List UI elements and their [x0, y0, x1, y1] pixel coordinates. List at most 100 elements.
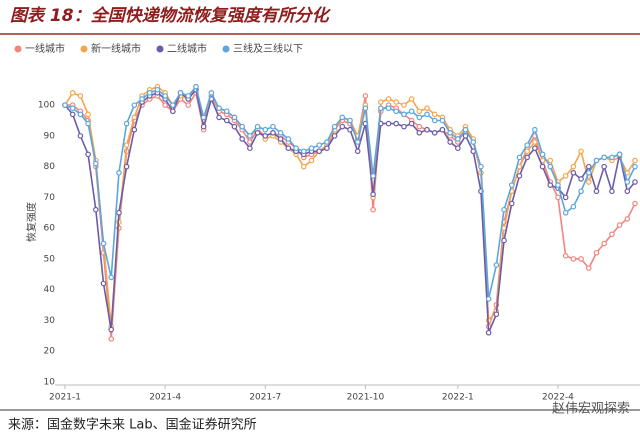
point: [139, 96, 145, 102]
point: [354, 139, 361, 145]
point: [593, 157, 600, 164]
point: [401, 123, 407, 130]
point: [439, 117, 446, 124]
x-tick-label: 2021-7: [249, 393, 281, 403]
point: [524, 148, 530, 155]
point: [108, 326, 115, 333]
point: [339, 114, 346, 121]
legend-marker: [222, 45, 230, 53]
point: [593, 249, 600, 256]
x-tick-label: 2022-1: [442, 393, 474, 403]
point: [562, 194, 569, 201]
point: [532, 139, 538, 145]
point: [470, 139, 477, 145]
x-tick-label: 2021-10: [347, 393, 385, 403]
point: [254, 130, 261, 136]
point: [447, 139, 453, 145]
point: [362, 105, 369, 112]
point: [100, 280, 107, 287]
point: [431, 117, 438, 124]
legend-label: 一线城市: [25, 42, 65, 55]
chart-title: 图表 18：全国快递物流恢复强度有所分化: [10, 6, 332, 26]
point: [85, 151, 91, 158]
point: [416, 108, 423, 115]
point: [270, 130, 276, 136]
point: [609, 154, 615, 161]
point: [285, 136, 292, 142]
point: [555, 194, 561, 201]
watermark: 赵伟宏观探索: [552, 402, 630, 417]
point: [601, 240, 607, 247]
y-tick-label: 50: [44, 254, 56, 264]
point: [508, 200, 515, 207]
point: [609, 188, 615, 195]
point: [170, 108, 176, 115]
point: [300, 163, 307, 170]
point: [516, 154, 523, 161]
point: [501, 206, 507, 213]
point: [378, 105, 384, 112]
point: [370, 173, 376, 179]
point: [339, 123, 346, 130]
x-tick-label: 2021-4: [149, 393, 181, 403]
point: [524, 154, 530, 161]
point: [493, 311, 500, 318]
point: [385, 120, 392, 127]
point: [408, 120, 415, 127]
point: [247, 145, 253, 151]
point: [316, 148, 322, 155]
point: [416, 123, 423, 130]
point: [277, 136, 284, 142]
point: [108, 274, 115, 281]
point: [393, 120, 400, 127]
point: [77, 111, 84, 118]
point: [539, 163, 546, 170]
point: [401, 111, 407, 118]
point: [85, 120, 91, 127]
point: [547, 163, 554, 170]
point: [416, 130, 423, 136]
point: [231, 114, 238, 121]
point: [532, 126, 538, 133]
point: [69, 105, 76, 112]
point: [324, 139, 330, 145]
x-tick-label: 2022-4: [542, 393, 574, 403]
y-tick-label: 100: [38, 101, 55, 111]
point: [462, 126, 469, 133]
legend-marker: [80, 45, 88, 53]
point: [385, 105, 392, 112]
point: [131, 102, 138, 108]
point: [354, 148, 361, 155]
point: [555, 182, 561, 188]
point: [462, 133, 469, 139]
point: [431, 111, 438, 118]
y-tick-label: 40: [44, 285, 56, 295]
legend-label: 二线城市: [167, 42, 207, 55]
point: [393, 99, 400, 105]
point: [470, 148, 477, 155]
point: [570, 163, 577, 170]
point: [508, 182, 515, 188]
point: [270, 123, 276, 130]
point: [316, 142, 322, 148]
point: [624, 188, 631, 195]
source: 来源：国金数字未来 Lab、国金证券研究所: [8, 417, 257, 433]
point: [547, 157, 554, 164]
point: [593, 188, 600, 195]
point: [347, 117, 353, 124]
point: [585, 163, 592, 170]
point: [562, 173, 569, 179]
y-tick-label: 80: [44, 162, 56, 172]
point: [185, 102, 192, 108]
point: [308, 145, 315, 151]
point: [570, 203, 577, 210]
point: [193, 83, 199, 90]
point: [247, 133, 253, 139]
point: [424, 111, 430, 118]
point: [216, 114, 222, 121]
point: [585, 265, 592, 271]
point: [239, 136, 245, 142]
point: [123, 163, 130, 170]
point: [293, 145, 299, 151]
y-tick-label: 30: [44, 316, 56, 326]
